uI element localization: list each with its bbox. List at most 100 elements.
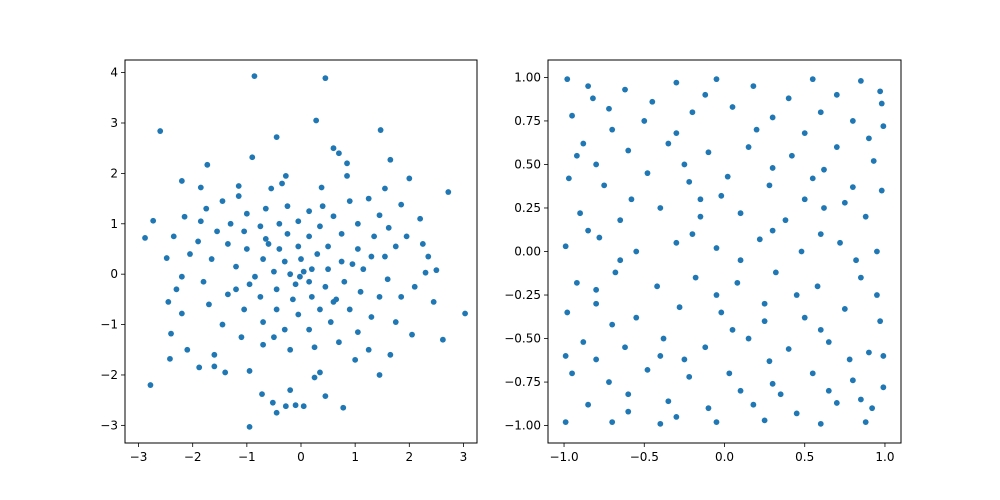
right-data-point (593, 161, 600, 168)
right-data-point (729, 326, 736, 333)
right-data-point (676, 304, 683, 311)
right-data-point (609, 126, 616, 133)
left-data-point (281, 326, 288, 333)
left-data-point (292, 402, 299, 409)
right-data-point (880, 123, 887, 130)
right-data-point (866, 349, 872, 356)
right-y-tick-label: −0.25 (504, 288, 541, 302)
right-data-point (609, 321, 616, 328)
right-data-point (593, 356, 600, 363)
left-data-point (322, 75, 329, 82)
left-y-tick-label: −3 (100, 418, 118, 432)
left-data-point (257, 223, 264, 230)
left-data-point (284, 230, 291, 237)
left-data-point (341, 278, 348, 285)
right-data-point (564, 76, 571, 83)
left-y-tick-label: −2 (100, 368, 118, 382)
right-data-point (785, 95, 792, 102)
right-data-point (750, 401, 757, 408)
right-y-tick-label: −0.50 (504, 332, 541, 346)
left-data-point (246, 281, 253, 288)
right-x-tick-label: −1.0 (549, 450, 578, 464)
left-data-point (271, 334, 277, 341)
left-data-point (411, 283, 418, 290)
left-data-point (330, 213, 337, 220)
left-data-point (352, 356, 359, 363)
right-data-point (689, 231, 696, 237)
right-data-point (772, 269, 779, 276)
left-data-point (282, 403, 289, 410)
right-data-point (809, 76, 816, 83)
left-data-point (392, 319, 399, 325)
left-data-point (142, 234, 148, 241)
right-data-point (573, 152, 580, 159)
left-data-point (227, 220, 234, 227)
left-data-point (219, 321, 226, 328)
right-data-point (782, 217, 789, 224)
left-data-point (417, 215, 424, 222)
right-x-tick-label: 0.5 (795, 450, 814, 464)
right-data-point (673, 413, 680, 420)
left-data-point (200, 278, 207, 285)
right-data-point (673, 239, 680, 246)
left-data-point (197, 184, 204, 191)
right-data-point (766, 358, 773, 365)
right-data-point (809, 370, 816, 377)
right-data-point (657, 353, 664, 359)
left-data-point (398, 201, 405, 208)
right-data-point (625, 408, 632, 415)
left-data-point (376, 372, 383, 378)
right-data-point (837, 239, 843, 246)
right-data-point (593, 286, 600, 293)
left-data-point (241, 306, 248, 313)
right-data-point (745, 144, 752, 150)
right-data-point (761, 300, 768, 307)
left-data-point (319, 203, 326, 210)
left-data-point (292, 281, 299, 288)
left-x-tick-label: −3 (130, 450, 148, 464)
left-data-point (340, 404, 347, 411)
right-x-tick-label: −0.5 (630, 450, 659, 464)
left-data-point (287, 387, 294, 393)
right-y-tick-label: −0.75 (504, 375, 541, 389)
left-data-point (439, 336, 446, 343)
left-data-point (178, 310, 185, 317)
right-data-point (590, 95, 596, 102)
right-data-point (665, 398, 672, 405)
left-data-point (243, 246, 250, 252)
right-y-tick-label: 0.25 (514, 201, 541, 215)
left-data-point (271, 268, 277, 275)
left-data-point (289, 296, 296, 303)
left-x-tick-label: 1 (351, 450, 359, 464)
right-data-point (641, 118, 648, 124)
right-data-point (580, 339, 587, 345)
left-data-point (392, 243, 399, 250)
left-data-point (313, 117, 320, 124)
left-data-point (398, 293, 405, 300)
left-data-point (371, 233, 378, 240)
left-data-point (163, 255, 170, 261)
left-data-point (173, 286, 180, 293)
left-data-point (222, 369, 229, 376)
right-data-point (625, 391, 632, 398)
left-data-point (273, 306, 280, 313)
left-y-tick-label: 3 (110, 116, 118, 130)
right-data-point (617, 257, 624, 264)
left-axes-frame (124, 59, 478, 444)
right-data-point (577, 210, 583, 217)
right-data-point (870, 158, 877, 164)
right-data-point (702, 344, 709, 351)
right-data-point (585, 83, 592, 90)
right-data-point (713, 76, 720, 83)
right-data-point (562, 353, 569, 359)
left-data-point (251, 73, 258, 80)
right-x-tick-label: 0.0 (715, 450, 734, 464)
left-data-point (295, 243, 302, 250)
right-data-point (857, 77, 864, 84)
left-data-point (311, 344, 318, 351)
left-data-point (269, 399, 276, 406)
left-data-point (430, 298, 437, 305)
right-data-point (660, 335, 667, 342)
left-data-point (260, 341, 266, 348)
